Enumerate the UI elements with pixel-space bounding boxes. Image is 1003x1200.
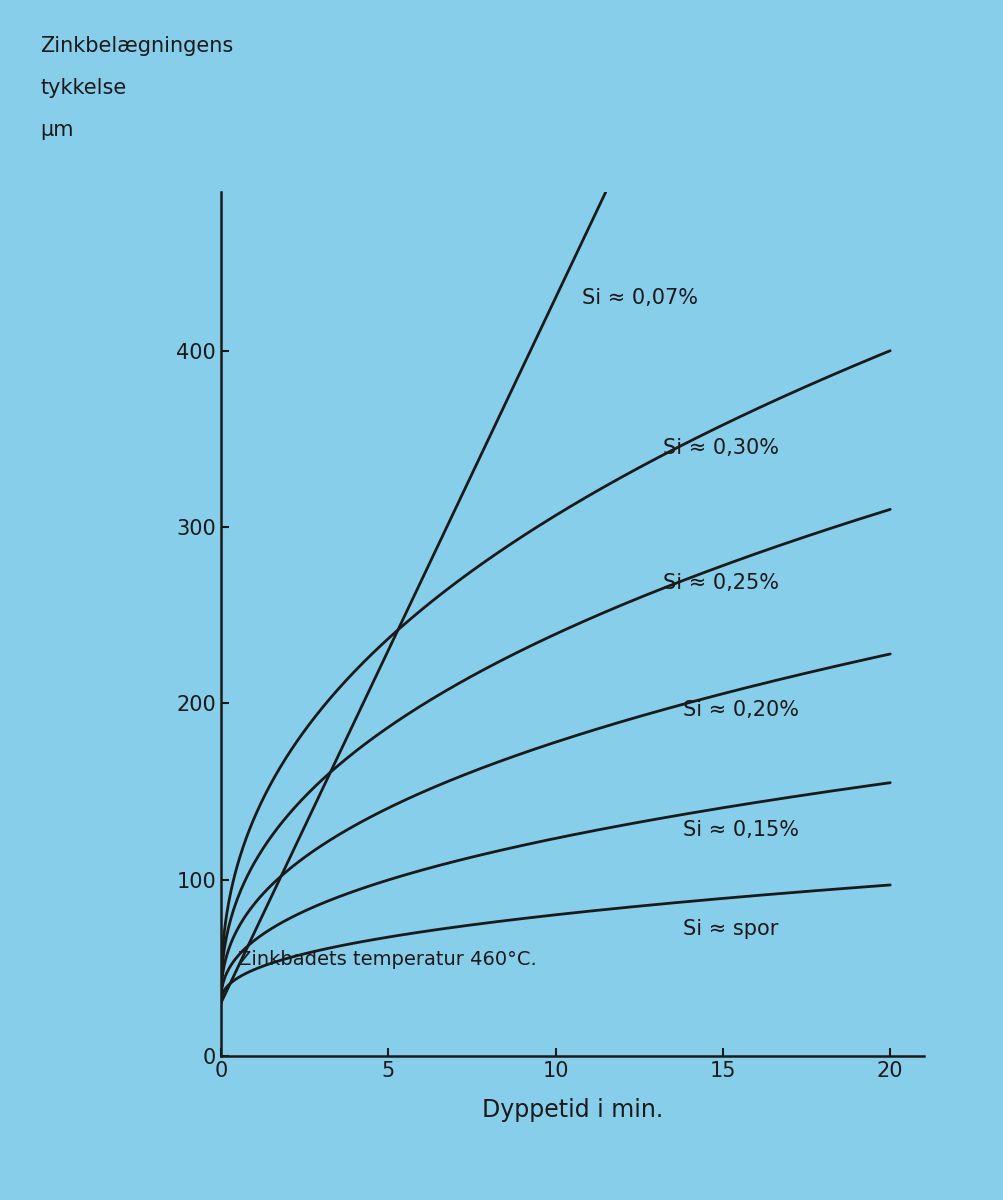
Text: Zinkbadets temperatur 460°C.: Zinkbadets temperatur 460°C.: [238, 949, 536, 968]
Text: Si ≈ spor: Si ≈ spor: [682, 919, 777, 940]
Text: Si ≈ 0,15%: Si ≈ 0,15%: [682, 821, 798, 840]
Text: Si ≈ 0,25%: Si ≈ 0,25%: [662, 574, 778, 594]
Text: Zinkbelægningens: Zinkbelægningens: [40, 36, 233, 56]
X-axis label: Dyppetid i min.: Dyppetid i min.: [481, 1098, 662, 1122]
Text: Si ≈ 0,30%: Si ≈ 0,30%: [662, 438, 778, 457]
Text: Si ≈ 0,20%: Si ≈ 0,20%: [682, 701, 798, 720]
Text: Si ≈ 0,07%: Si ≈ 0,07%: [582, 288, 698, 307]
Text: tykkelse: tykkelse: [40, 78, 126, 98]
Text: μm: μm: [40, 120, 73, 140]
